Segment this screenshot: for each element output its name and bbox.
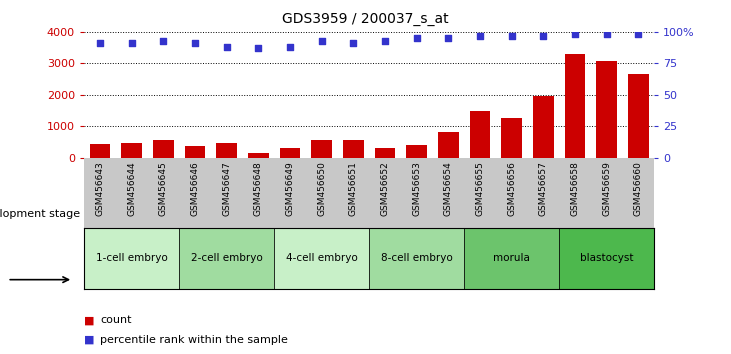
Point (506, 33, 518, 39)
Text: GSM456644: GSM456644 (127, 161, 136, 216)
Point (601, 32, 613, 37)
Bar (90, 144, 110, 158)
Text: GSM456650: GSM456650 (317, 161, 326, 216)
Point (126, 40, 137, 46)
Point (189, 40, 201, 46)
Point (347, 40, 359, 46)
Text: GSM456643: GSM456643 (96, 161, 105, 216)
Bar (470, 111, 491, 158)
Text: ■: ■ (84, 335, 94, 345)
Text: GSM456645: GSM456645 (159, 161, 167, 216)
Text: development stage: development stage (0, 209, 80, 219)
Bar (596, 61, 617, 158)
Text: GDS3959 / 200037_s_at: GDS3959 / 200037_s_at (282, 12, 449, 27)
Bar (533, 96, 553, 158)
Point (284, 44, 296, 50)
Bar (559, 228, 654, 289)
Text: 2-cell embryo: 2-cell embryo (191, 253, 262, 263)
Text: GSM456648: GSM456648 (254, 161, 262, 216)
Point (442, 35, 454, 41)
Text: blastocyst: blastocyst (580, 253, 634, 263)
Bar (464, 228, 559, 289)
Text: GSM456658: GSM456658 (571, 161, 580, 216)
Bar (628, 74, 648, 158)
Point (632, 32, 644, 37)
Bar (84, 228, 179, 289)
Text: GSM456647: GSM456647 (222, 161, 231, 216)
Text: GSM456646: GSM456646 (191, 161, 200, 216)
Point (221, 44, 232, 50)
Text: GSM456652: GSM456652 (381, 161, 390, 216)
Text: 4-cell embryo: 4-cell embryo (286, 253, 357, 263)
Text: percentile rank within the sample: percentile rank within the sample (100, 335, 288, 345)
Point (252, 45, 264, 51)
Text: 1-cell embryo: 1-cell embryo (96, 253, 167, 263)
Bar (153, 139, 173, 158)
Text: GSM456653: GSM456653 (412, 161, 421, 216)
Point (316, 38, 327, 44)
Point (94, 40, 106, 46)
Text: 8-cell embryo: 8-cell embryo (381, 253, 452, 263)
Bar (216, 143, 237, 158)
Point (379, 38, 391, 44)
Text: GSM456656: GSM456656 (507, 161, 516, 216)
Bar (406, 145, 427, 158)
Bar (121, 143, 142, 158)
Point (474, 33, 486, 39)
Text: GSM456651: GSM456651 (349, 161, 357, 216)
Point (537, 33, 549, 39)
Text: count: count (100, 315, 132, 325)
Bar (280, 148, 300, 158)
Bar (565, 54, 586, 158)
Bar (375, 148, 395, 158)
Point (569, 32, 581, 37)
Text: morula: morula (493, 253, 530, 263)
Text: GSM456657: GSM456657 (539, 161, 548, 216)
Text: GSM456649: GSM456649 (286, 161, 295, 216)
Bar (179, 228, 274, 289)
Bar (438, 132, 458, 158)
Bar (343, 139, 363, 158)
Text: GSM456654: GSM456654 (444, 161, 452, 216)
Text: GSM456659: GSM456659 (602, 161, 611, 216)
Bar (274, 228, 369, 289)
Text: GSM456660: GSM456660 (634, 161, 643, 216)
Text: GSM456655: GSM456655 (476, 161, 485, 216)
Bar (185, 146, 205, 158)
Text: ■: ■ (84, 315, 94, 325)
Bar (311, 140, 332, 158)
Point (411, 35, 423, 41)
Bar (248, 153, 268, 158)
Bar (501, 118, 522, 158)
Point (157, 38, 169, 44)
Bar (369, 228, 464, 289)
